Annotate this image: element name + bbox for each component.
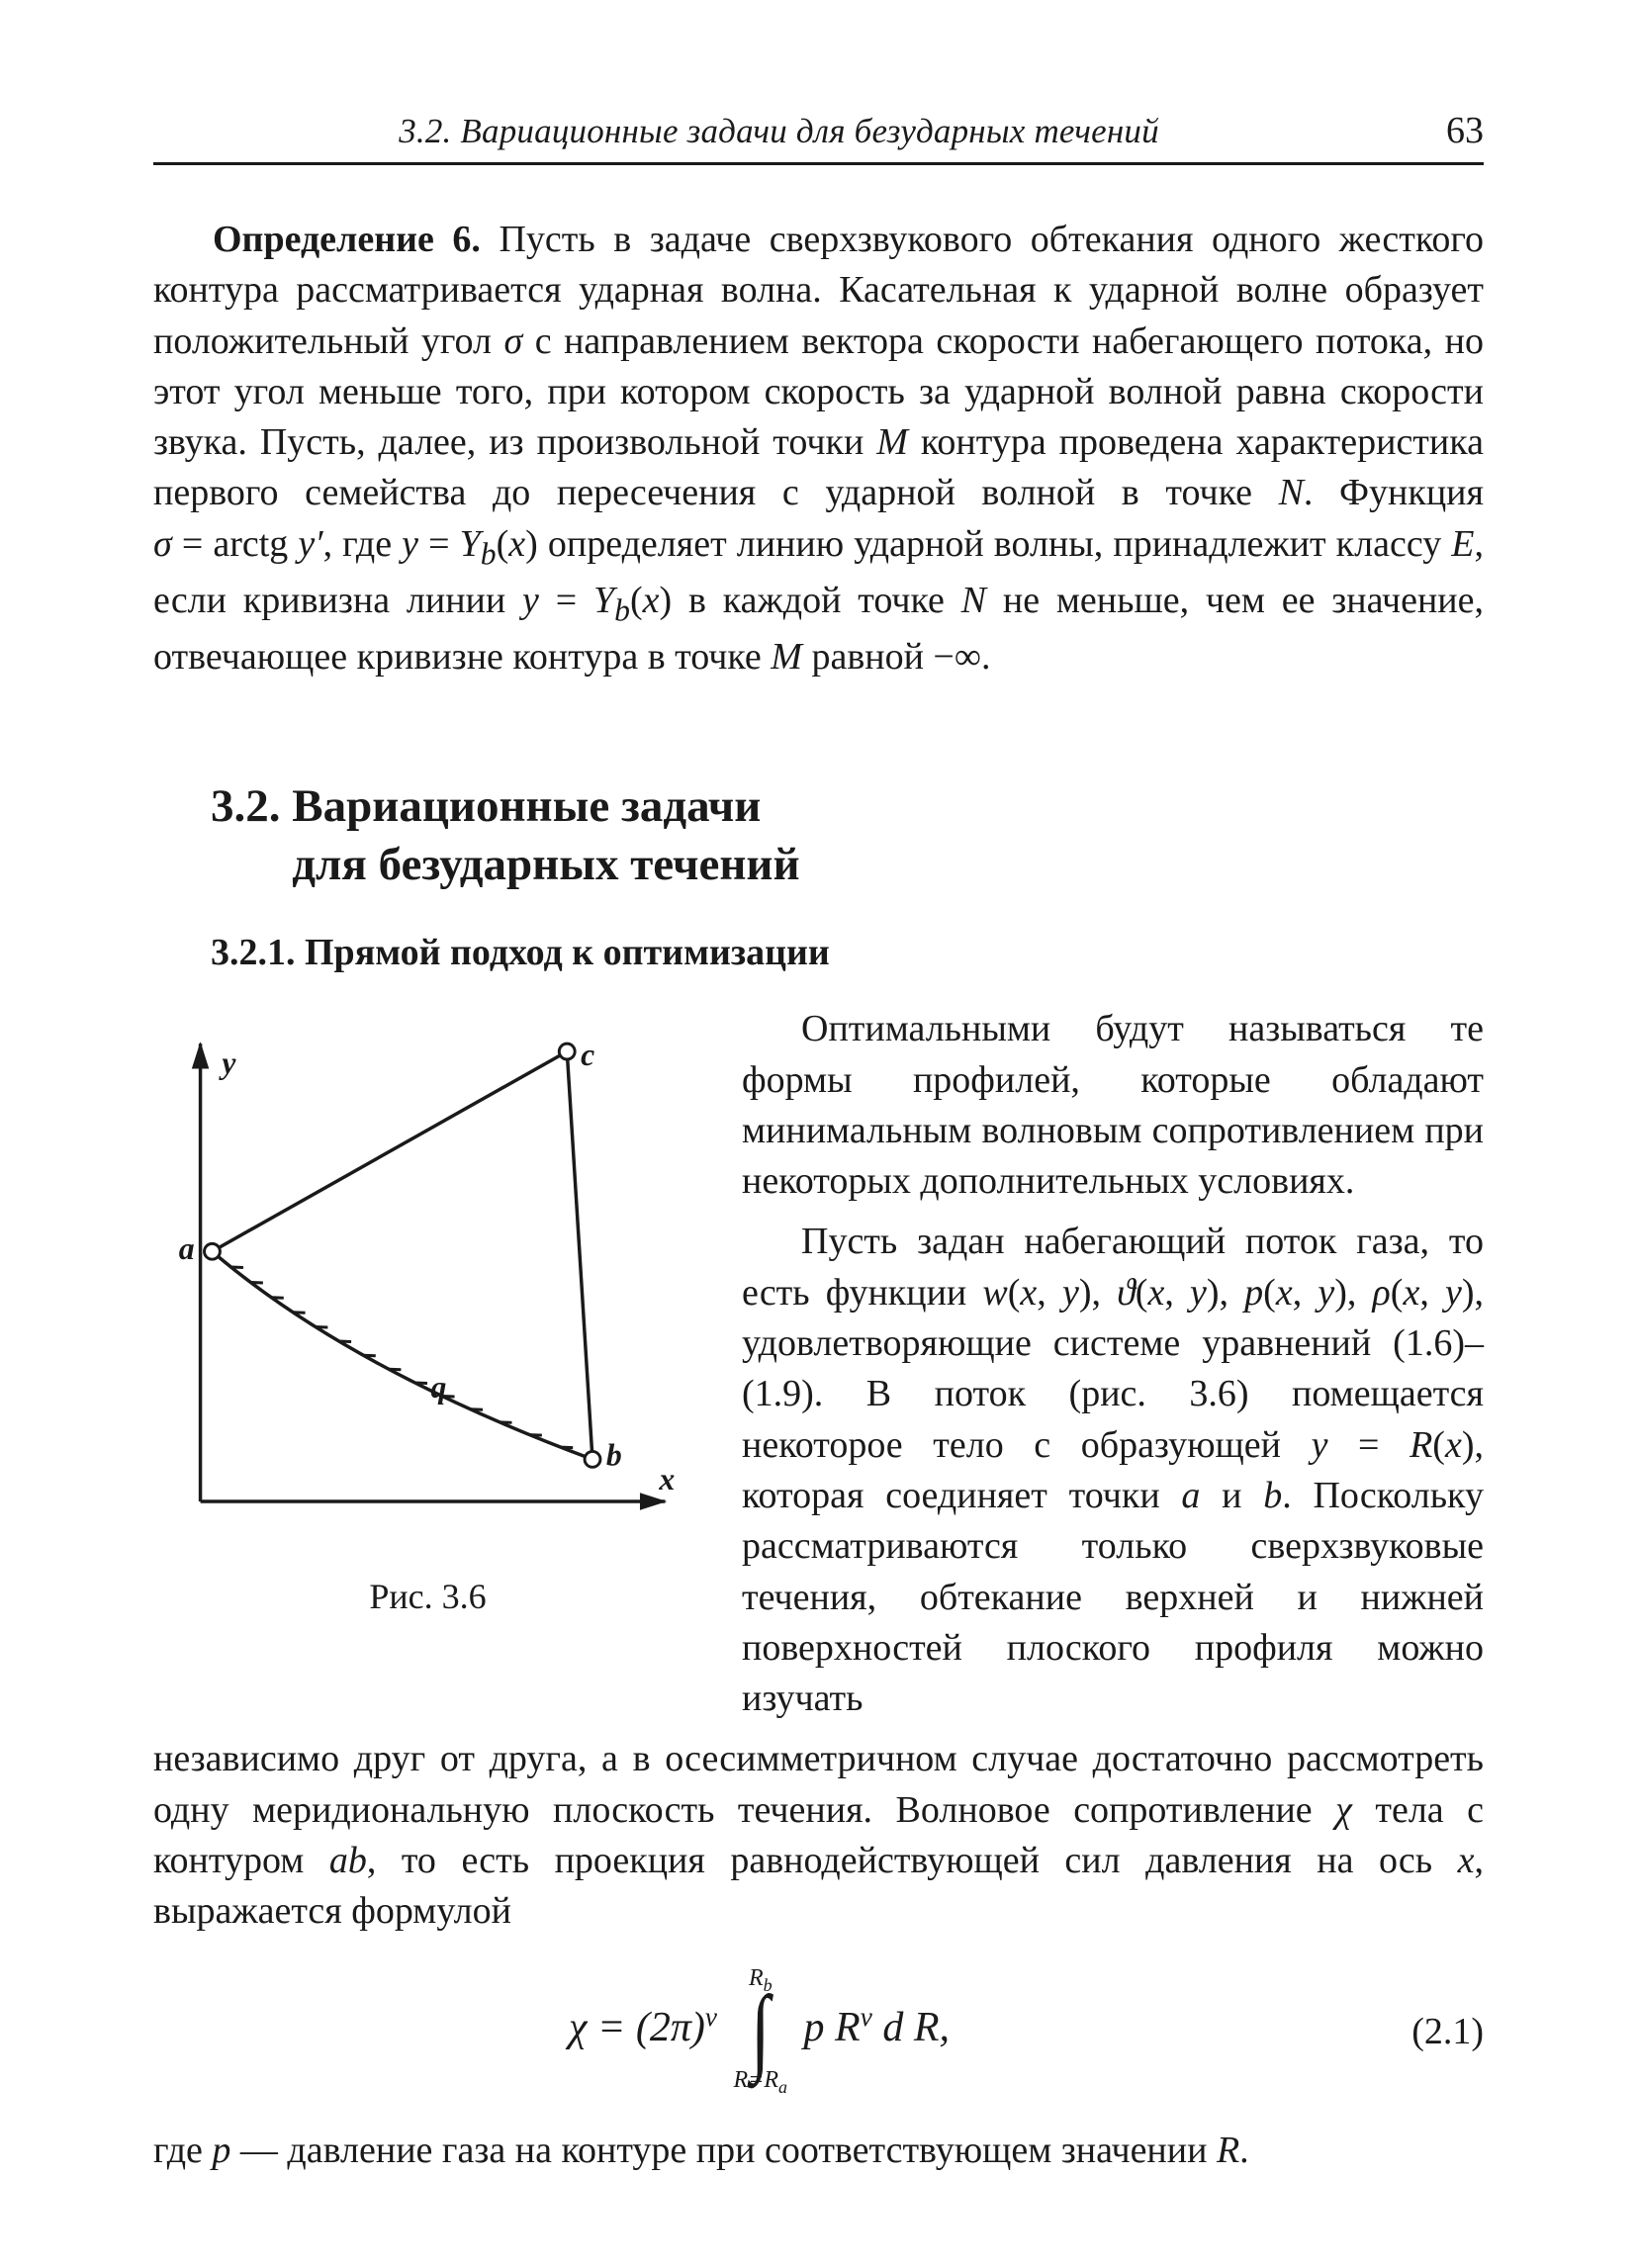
eq-integrand: p Rν d R,: [804, 2005, 950, 2050]
equation-row: χ = (2π)ν Rb ∫ R=Ra p Rν d R, (2.1): [153, 1967, 1484, 2096]
figure-column: y x a c b q Рис. 3.6: [153, 1004, 702, 1734]
integral-symbol: ∫: [751, 1990, 770, 2072]
text-column: Оптимальными будут называться те формы п…: [742, 1004, 1484, 1734]
subsection-name: Прямой подход к оптимизации: [305, 932, 830, 973]
page: 3.2. Вариационные задачи для безударных …: [0, 0, 1637, 2268]
running-header: 3.2. Вариационные задачи для безударных …: [153, 109, 1484, 165]
figure-caption: Рис. 3.6: [153, 1576, 702, 1617]
section-title: 3.2. Вариационные задачи 3.2. для безуда…: [211, 777, 1484, 894]
definition-body: Пусть в задаче сверхзвукового обтекания …: [153, 219, 1484, 678]
paragraph-tail: где p — давление газа на контуре при соо…: [153, 2126, 1484, 2176]
svg-text:y: y: [218, 1045, 236, 1080]
eq-lhs: χ = (2π)ν: [569, 2005, 717, 2050]
figure-3-6: y x a c b q: [153, 1004, 702, 1558]
section-line2: для безударных течений: [292, 839, 799, 890]
equation-number: (2.1): [1365, 2010, 1484, 2053]
running-title: 3.2. Вариационные задачи для безударных …: [153, 112, 1405, 151]
definition-paragraph: Определение 6. Пусть в задаче сверхзвуко…: [153, 215, 1484, 683]
svg-text:q: q: [430, 1370, 446, 1405]
figure-text-row: y x a c b q Рис. 3.6 Оптимальными будут назыв…: [153, 1004, 1484, 1734]
figure-svg: y x a c b q: [153, 1004, 702, 1558]
subsection-number: 3.2.1.: [211, 932, 296, 973]
equation-2-1: χ = (2π)ν Rb ∫ R=Ra p Rν d R,: [153, 1967, 1365, 2096]
paragraph-continuation: независимо друг от друга, а в осесимметр…: [153, 1734, 1484, 1937]
integral-icon: Rb ∫ R=Ra: [734, 1967, 788, 2096]
subsection-title: 3.2.1. Прямой подход к оптимизации: [211, 931, 1484, 974]
svg-text:a: a: [179, 1231, 195, 1266]
paragraph-optimal: Оптимальными будут называться те формы п…: [742, 1004, 1484, 1207]
svg-text:b: b: [606, 1438, 622, 1473]
section-line1: Вариационные задачи: [292, 780, 761, 832]
svg-text:x: x: [658, 1462, 675, 1497]
page-number: 63: [1405, 109, 1484, 152]
section-number: 3.2.: [211, 780, 281, 832]
definition-label: Определение 6.: [213, 219, 481, 260]
svg-text:c: c: [581, 1038, 594, 1072]
paragraph-flow: Пусть задан набегающий поток газа, то ес…: [742, 1217, 1484, 1724]
